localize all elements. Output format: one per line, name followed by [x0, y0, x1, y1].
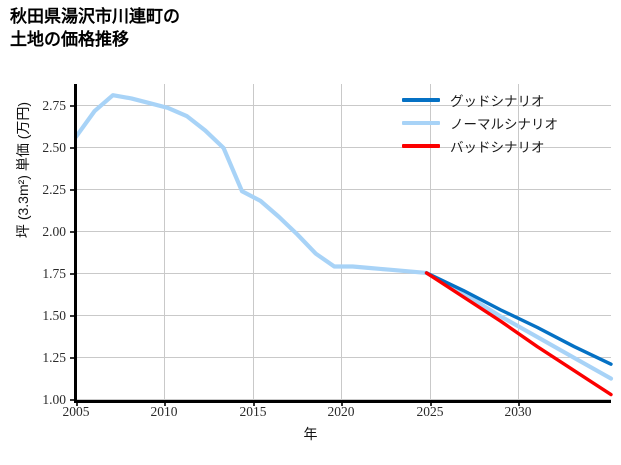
gridline-horizontal [76, 273, 611, 274]
gridline-horizontal [76, 189, 611, 190]
y-axis-label: 坪 (3.3m²) 単価 (万円) [15, 101, 31, 239]
x-axis-line [74, 400, 611, 403]
legend-label-normal: ノーマルシナリオ [450, 116, 558, 132]
y-tick-mark [70, 273, 75, 275]
y-tick-mark [70, 315, 75, 317]
x-tick-label: 2015 [239, 404, 267, 419]
gridline-vertical [164, 84, 165, 401]
y-tick-mark [70, 357, 75, 359]
y-tick-mark [70, 189, 75, 191]
legend-label-good: グッドシナリオ [450, 93, 545, 109]
x-tick-mark [518, 401, 520, 406]
x-tick-mark [430, 401, 432, 406]
gridline-vertical [341, 84, 342, 401]
x-axis-label: 年 [303, 426, 318, 442]
y-tick-label: 1.25 [42, 350, 66, 365]
gridline-horizontal [76, 231, 611, 232]
y-tick-mark [70, 399, 75, 401]
x-tick-label: 2020 [327, 404, 355, 419]
gridline-horizontal [76, 357, 611, 358]
y-tick-label: 1.75 [42, 266, 66, 281]
x-tick-label: 2025 [416, 404, 444, 419]
legend: グッドシナリオ ノーマルシナリオ バッドシナリオ [402, 88, 617, 157]
y-tick-mark [70, 231, 75, 233]
gridline-horizontal [76, 315, 611, 316]
y-tick-label: 1.50 [42, 308, 66, 323]
x-tick-label: 2030 [504, 404, 532, 419]
gridline-horizontal [76, 399, 611, 400]
y-tick-label: 2.75 [42, 98, 66, 113]
legend-swatch-normal [402, 120, 440, 125]
x-tick-mark [341, 401, 343, 406]
y-tick-label: 2.50 [42, 140, 66, 155]
chart-title: 秋田県湯沢市川連町の 土地の価格推移 [10, 7, 180, 49]
legend-swatch-bad [402, 143, 440, 148]
legend-item-bad[interactable]: バッドシナリオ [402, 134, 617, 157]
y-tick-label: 2.25 [42, 182, 66, 197]
y-tick-label: 1.00 [42, 392, 66, 407]
y-tick-label: 2.00 [42, 224, 66, 239]
y-axis-line [74, 84, 77, 402]
x-tick-mark [164, 401, 166, 406]
legend-label-bad: バッドシナリオ [450, 139, 545, 155]
x-tick-label: 2010 [150, 404, 178, 419]
y-tick-mark [70, 147, 75, 149]
gridline-vertical [253, 84, 254, 401]
legend-item-normal[interactable]: ノーマルシナリオ [402, 111, 617, 134]
x-tick-mark [253, 401, 255, 406]
legend-swatch-good [402, 97, 440, 102]
x-tick-mark [76, 401, 78, 406]
legend-item-good[interactable]: グッドシナリオ [402, 88, 617, 111]
x-tick-label: 2005 [62, 404, 90, 419]
y-tick-mark [70, 105, 75, 107]
